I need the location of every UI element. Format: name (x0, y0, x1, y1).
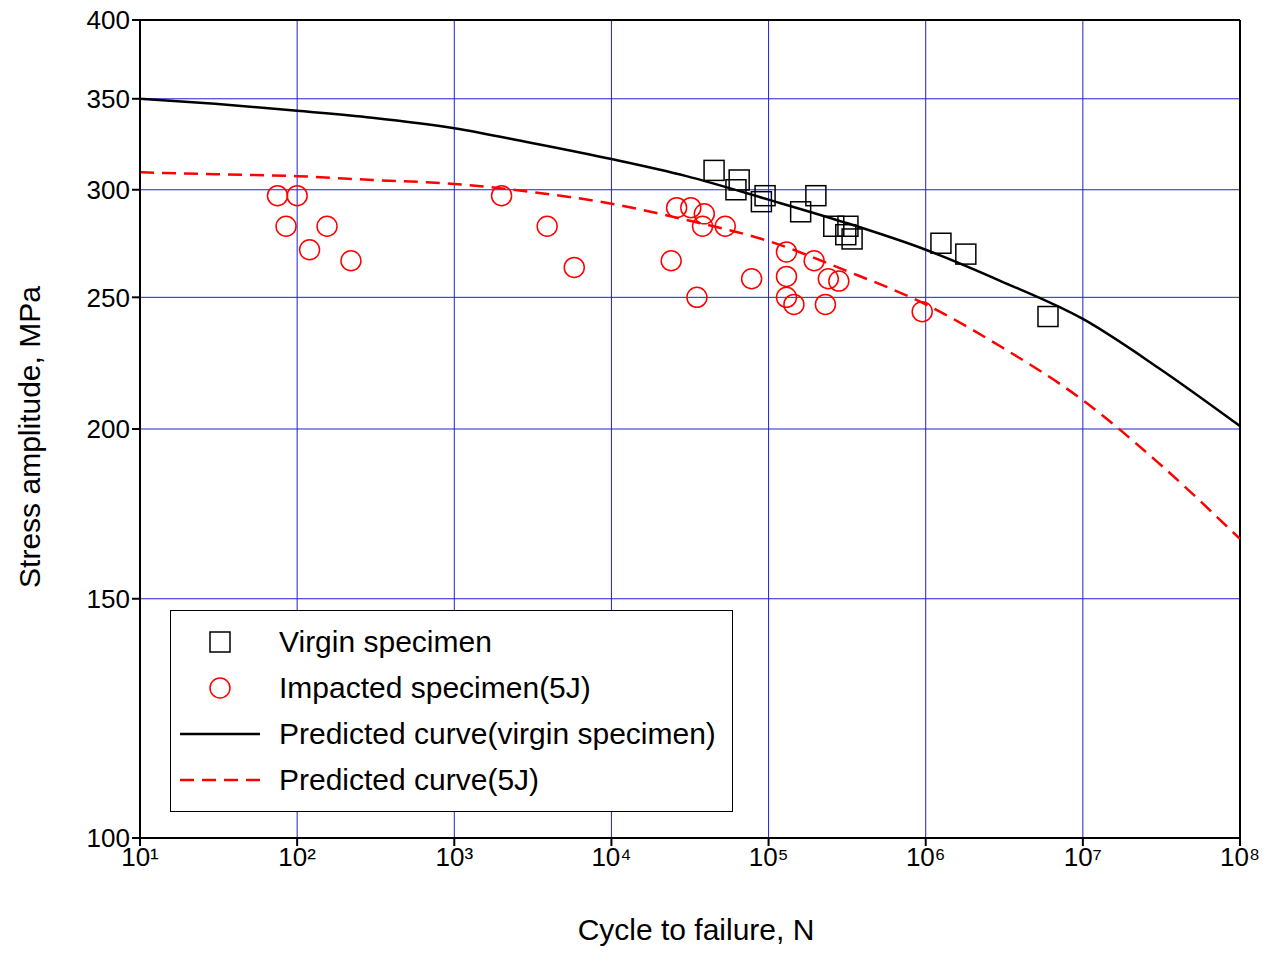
svg-text:10²: 10² (278, 842, 316, 872)
html-text:Stress amplitude, MPa: Stress amplitude, MPa (13, 286, 46, 588)
svg-text:200: 200 (87, 414, 130, 444)
svg-text:10³: 10³ (435, 842, 473, 872)
svg-text:10¹: 10¹ (121, 842, 159, 873)
svg-text:10⁴: 10⁴ (591, 842, 631, 872)
svg-text:10⁸: 10⁸ (1220, 842, 1260, 872)
html-text:Predicted curve(virgin specime: Predicted curve(virgin specimen) (279, 717, 716, 750)
svg-text:400: 400 (87, 8, 130, 35)
svg-text:100: 100 (87, 823, 130, 853)
html-text:Cycle to failure, N: Cycle to failure, N (577, 913, 815, 946)
svg-text:10⁷: 10⁷ (1064, 842, 1102, 872)
html-text:Virgin specimen: Virgin specimen (279, 625, 492, 658)
svg-text:250: 250 (87, 283, 130, 313)
svg-text:10⁵: 10⁵ (749, 842, 789, 872)
svg-text:300: 300 (87, 175, 130, 205)
svg-text:10⁶: 10⁶ (906, 842, 946, 872)
svg-text:350: 350 (87, 84, 130, 114)
html-text:Predicted curve(5J): Predicted curve(5J) (279, 763, 540, 796)
svg-text:150: 150 (87, 584, 130, 614)
html-text:Impacted specimen(5J): Impacted specimen(5J) (279, 671, 591, 704)
